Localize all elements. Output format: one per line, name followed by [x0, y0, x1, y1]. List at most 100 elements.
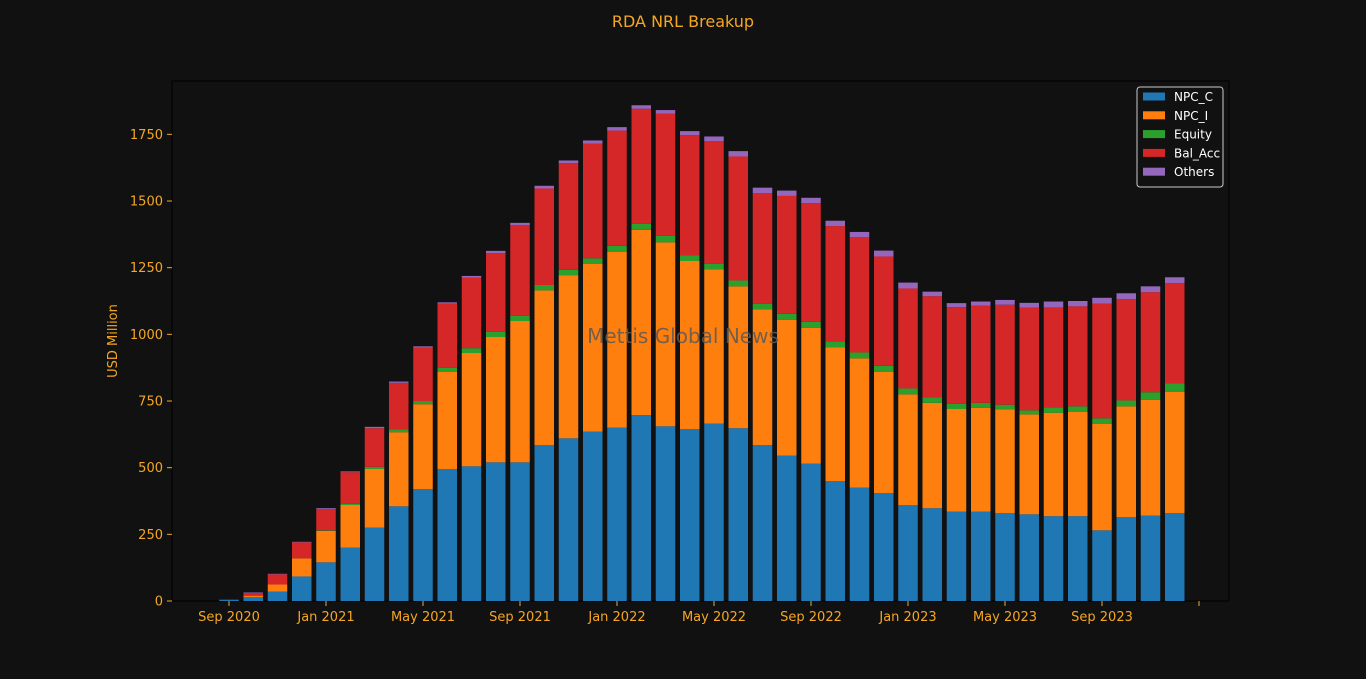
- bar-segment-others: [1116, 293, 1136, 300]
- bar-segment-bal-acc: [922, 296, 942, 398]
- watermark-text: Mettis Global News: [587, 324, 779, 348]
- bar-segment-equity: [316, 530, 336, 531]
- bar-segment-npc-c: [510, 462, 530, 601]
- bar-segment-others: [777, 190, 797, 196]
- bar-segment-equity: [389, 429, 409, 433]
- y-tick-label: 500: [138, 461, 163, 476]
- bar-segment-npc-i: [364, 469, 385, 528]
- bar-segment-npc-c: [1068, 516, 1088, 601]
- bar-segment-others: [655, 110, 676, 114]
- bar-segment-bal-acc: [510, 225, 530, 316]
- bar-segment-others: [1068, 301, 1088, 307]
- bar-segment-equity: [437, 367, 457, 372]
- bar-segment-bal-acc: [874, 256, 894, 366]
- bar-segment-equity: [874, 365, 894, 372]
- bar-segment-equity: [461, 348, 482, 353]
- bar-segment-others: [267, 573, 288, 575]
- bar-segment-npc-c: [243, 597, 263, 601]
- bar-segment-others: [971, 301, 991, 306]
- legend-swatch: [1143, 111, 1165, 120]
- bar-segment-equity: [558, 269, 579, 276]
- bar-segment-npc-i: [849, 358, 870, 488]
- bar-segment-npc-c: [364, 527, 385, 601]
- bar-segment-npc-i: [1068, 411, 1088, 517]
- bar-layer: [219, 105, 1185, 601]
- bar-segment-others: [680, 131, 700, 136]
- bar-segment-bal-acc: [583, 143, 603, 259]
- bar-segment-npc-i: [704, 269, 724, 424]
- bar-segment-bal-acc: [1165, 283, 1185, 384]
- bar-segment-npc-i: [583, 263, 603, 432]
- bar-segment-npc-i: [292, 558, 312, 577]
- bar-segment-npc-c: [340, 547, 360, 601]
- bar-segment-bal-acc: [243, 593, 263, 596]
- bar-segment-npc-i: [1092, 423, 1112, 531]
- bar-segment-npc-c: [922, 508, 942, 601]
- bar-segment-others: [1043, 301, 1064, 308]
- bar-segment-npc-c: [825, 481, 845, 601]
- bar-segment-npc-c: [801, 463, 821, 601]
- bar-segment-bal-acc: [316, 509, 336, 531]
- bar-segment-npc-c: [1043, 516, 1064, 601]
- bar-segment-bal-acc: [1043, 307, 1064, 408]
- bar-segment-equity: [1068, 406, 1088, 412]
- bar-segment-bal-acc: [534, 188, 554, 285]
- bar-segment-npc-i: [1116, 406, 1136, 517]
- x-tick-label: Sep 2020: [198, 610, 260, 625]
- bar-segment-bal-acc: [777, 195, 797, 314]
- bar-segment-others: [1092, 297, 1112, 304]
- bar-segment-equity: [413, 401, 433, 405]
- bar-segment-others: [631, 105, 651, 109]
- bar-segment-others: [704, 136, 724, 141]
- x-tick-label: May 2021: [391, 610, 455, 625]
- bar-segment-npc-c: [437, 469, 457, 601]
- x-tick-label: May 2022: [682, 610, 746, 625]
- bar-segment-others: [922, 291, 942, 297]
- bar-segment-others: [534, 185, 554, 189]
- bar-segment-npc-i: [1019, 414, 1039, 515]
- legend-swatch: [1143, 167, 1165, 176]
- bar-segment-npc-c: [292, 576, 312, 601]
- bar-segment-bal-acc: [461, 277, 482, 349]
- bar-segment-npc-c: [486, 462, 506, 601]
- legend-label: Equity: [1174, 128, 1212, 142]
- bar-segment-bal-acc: [267, 574, 288, 585]
- bar-segment-npc-c: [849, 487, 870, 601]
- legend-label: Others: [1174, 165, 1214, 179]
- bar-segment-npc-c: [1140, 515, 1161, 601]
- bar-segment-equity: [486, 331, 506, 337]
- bar-segment-bal-acc: [1116, 299, 1136, 401]
- x-tick-label: Jan 2022: [587, 610, 645, 625]
- bar-segment-bal-acc: [413, 347, 433, 401]
- bar-segment-equity: [825, 341, 845, 348]
- bar-segment-npc-i: [413, 404, 433, 489]
- y-tick-label: 250: [138, 528, 163, 543]
- bar-segment-others: [558, 160, 579, 164]
- bar-segment-npc-c: [1116, 517, 1136, 601]
- bar-segment-others: [607, 127, 627, 131]
- bar-segment-npc-i: [267, 584, 288, 592]
- bar-segment-npc-i: [437, 371, 457, 469]
- bar-segment-others: [825, 220, 845, 227]
- bar-segment-npc-c: [267, 591, 288, 601]
- bar-segment-bal-acc: [704, 141, 724, 264]
- bar-segment-bal-acc: [825, 226, 845, 342]
- y-tick-label: 1750: [130, 128, 163, 143]
- bar-segment-equity: [704, 263, 724, 270]
- bar-segment-others: [752, 187, 773, 193]
- bar-segment-npc-c: [558, 438, 579, 601]
- bar-segment-others: [437, 302, 457, 304]
- bar-segment-equity: [1019, 410, 1039, 415]
- bar-segment-equity: [1165, 383, 1185, 392]
- bar-segment-others: [898, 282, 918, 289]
- bar-segment-others: [389, 381, 409, 383]
- bar-segment-npc-c: [1165, 513, 1185, 601]
- bar-segment-npc-i: [510, 321, 530, 463]
- bar-segment-others: [461, 275, 482, 278]
- bar-segment-bal-acc: [1019, 307, 1039, 411]
- bar-segment-others: [801, 197, 821, 204]
- legend-swatch: [1143, 130, 1165, 139]
- bar-segment-npc-c: [389, 506, 409, 601]
- bar-segment-equity: [922, 397, 942, 403]
